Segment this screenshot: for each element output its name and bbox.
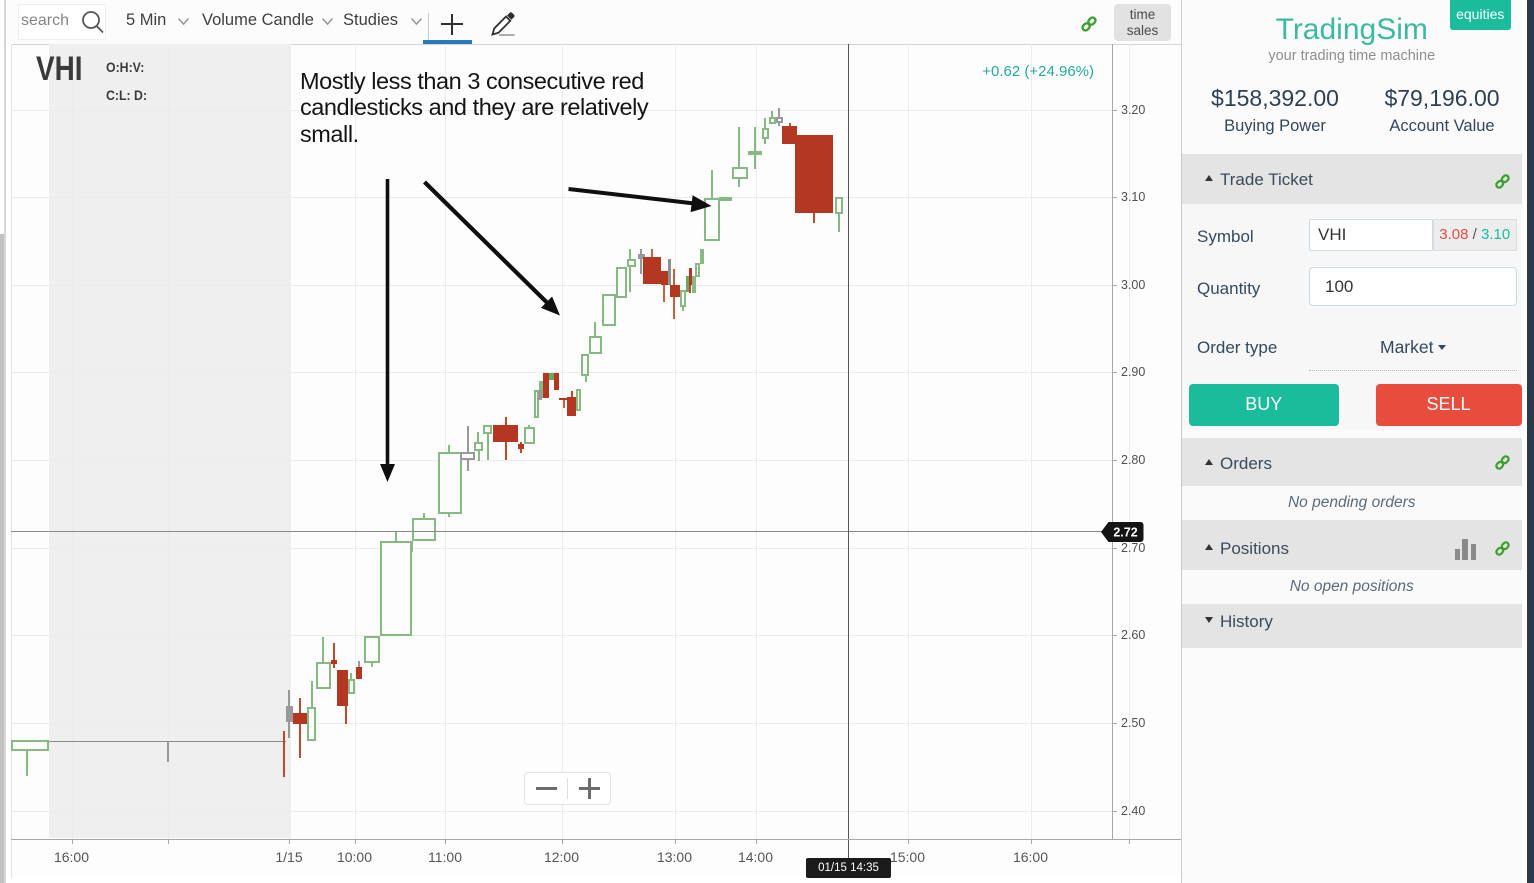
svg-text:2.72: 2.72 <box>1113 525 1137 539</box>
